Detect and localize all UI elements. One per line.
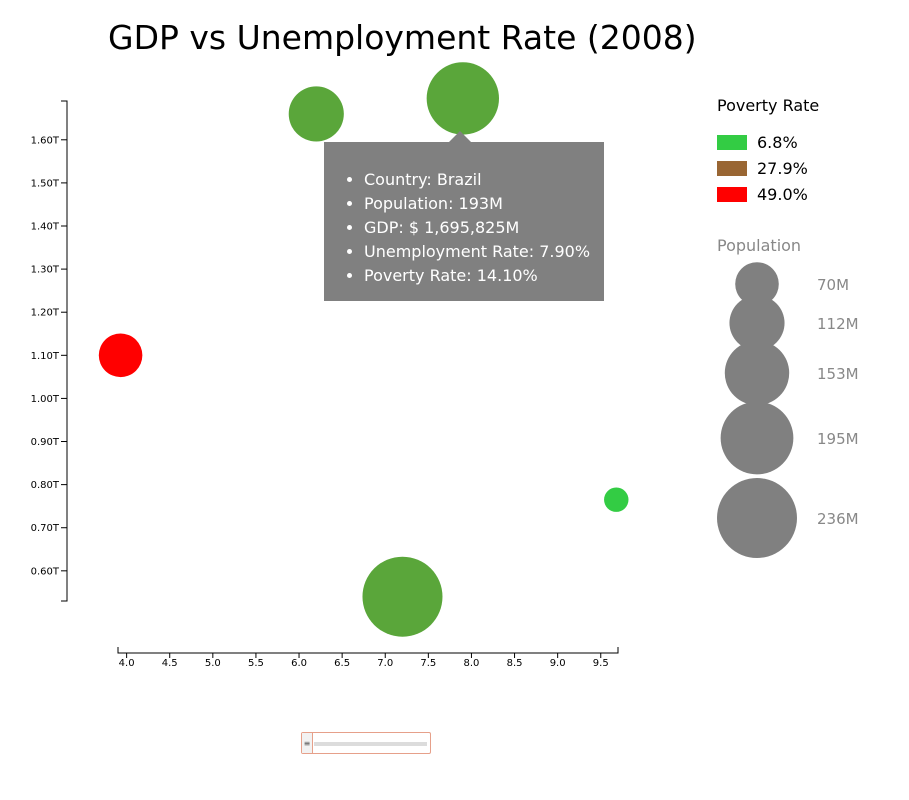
population-legend-circle	[717, 478, 797, 558]
population-legend-circle	[720, 401, 794, 475]
data-point	[426, 62, 500, 135]
data-point	[604, 487, 629, 512]
x-tick-label: 4.0	[119, 658, 135, 669]
x-tick-label: 9.5	[593, 658, 609, 669]
y-tick-label: 1.30T	[31, 265, 60, 276]
y-tick-label: 1.20T	[31, 308, 60, 319]
population-legend-circles: 70M 112M 153M 195M 236M	[717, 262, 859, 558]
poverty-legend-item: 27.9%	[717, 158, 808, 178]
x-axis: 4.0 4.5 5.0 5.5 6.0 6.5 7.0 7.5 8.0 8.5 9.0 9.5	[117, 647, 619, 669]
y-tick-label: 0.80T	[31, 480, 60, 491]
tooltip-population: Population: 193M	[364, 192, 604, 216]
data-point	[98, 333, 143, 378]
tooltip-gdp: GDP: $ 1,695,825M	[364, 216, 604, 240]
population-legend-title: Population	[717, 236, 802, 255]
population-legend-circle	[729, 295, 785, 351]
y-tick-label: 1.10T	[31, 351, 60, 362]
legend-swatch	[717, 186, 747, 202]
population-legend-circle	[724, 340, 790, 406]
population-legend-label: 70M	[817, 276, 849, 294]
tooltip-arrow	[449, 131, 471, 142]
legend-swatch	[717, 134, 747, 150]
x-axis-line	[117, 647, 619, 654]
y-axis-line	[61, 100, 68, 602]
data-points	[98, 62, 629, 637]
tooltip-unemployment: Unemployment Rate: 7.90%	[364, 240, 604, 264]
x-tick-label: 8.5	[507, 658, 523, 669]
data-point	[362, 556, 443, 637]
population-legend-label: 195M	[817, 430, 859, 448]
y-tick-label: 0.60T	[31, 566, 60, 577]
legend-label: 27.9%	[757, 158, 808, 178]
slider-handle[interactable]: ≡	[302, 733, 313, 753]
y-tick-label: 0.70T	[31, 523, 60, 534]
y-tick-label: 1.50T	[31, 178, 60, 189]
tooltip-poverty: Poverty Rate: 14.10%	[364, 264, 604, 288]
population-legend-label: 112M	[817, 315, 859, 333]
legend-label: 6.8%	[757, 132, 798, 152]
tooltip-country: Country: Brazil	[364, 168, 604, 192]
x-tick-label: 7.0	[377, 658, 393, 669]
x-tick-label: 5.0	[205, 658, 221, 669]
y-axis: 0.60T 0.70T 0.80T 0.90T 1.00T 1.10T 1.20T 1.30T…	[31, 100, 68, 602]
x-tick-label: 6.0	[291, 658, 307, 669]
population-legend-label: 153M	[817, 365, 859, 383]
data-point	[288, 86, 344, 142]
legend-swatch	[717, 160, 747, 176]
x-tick-label: 7.5	[420, 658, 436, 669]
x-tick-label: 5.5	[248, 658, 264, 669]
population-legend-circle	[735, 262, 779, 306]
y-tick-label: 0.90T	[31, 437, 60, 448]
poverty-legend-item: 49.0%	[717, 184, 808, 204]
y-tick-label: 1.40T	[31, 222, 60, 233]
x-tick-label: 8.0	[463, 658, 479, 669]
y-tick-label: 1.60T	[31, 135, 60, 146]
y-tick-label: 1.00T	[31, 394, 60, 405]
tooltip: Country: Brazil Population: 193M GDP: $ …	[324, 142, 604, 301]
x-tick-label: 6.5	[334, 658, 350, 669]
tooltip-list: Country: Brazil Population: 193M GDP: $ …	[324, 142, 604, 288]
x-tick-label: 4.5	[162, 658, 178, 669]
year-slider[interactable]: ≡	[301, 732, 431, 754]
chart-title: GDP vs Unemployment Rate (2008)	[108, 18, 697, 57]
population-legend-label: 236M	[817, 510, 859, 528]
poverty-legend-item: 6.8%	[717, 132, 798, 152]
x-tick-label: 9.0	[550, 658, 566, 669]
slider-track[interactable]	[314, 742, 427, 746]
legend-label: 49.0%	[757, 184, 808, 204]
poverty-legend-title: Poverty Rate	[717, 96, 820, 115]
